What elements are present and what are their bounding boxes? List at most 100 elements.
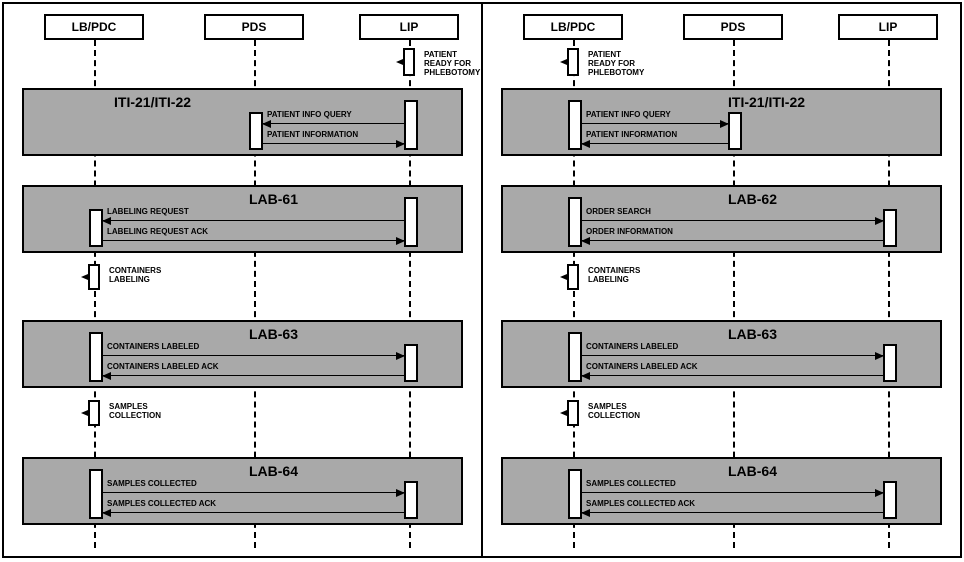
frame-label: LAB-64	[728, 463, 777, 479]
interaction-frame: LAB-63 CONTAINERS LABELED CONTAINERS LABEL…	[22, 320, 463, 388]
message-line	[582, 220, 883, 221]
message-line	[103, 375, 404, 376]
activation-bar	[883, 209, 897, 247]
message: CONTAINERS LABELED	[103, 344, 404, 358]
message: CONTAINERS LABELED ACK	[103, 364, 404, 378]
message-line	[582, 143, 728, 144]
interaction-frame: LAB-64 SAMPLES COLLECTED SAMPLES COLLECTED…	[501, 457, 942, 525]
message-label: SAMPLES COLLECTED ACK	[586, 499, 695, 508]
message: PATIENT INFORMATION	[582, 132, 728, 146]
message: LABELING REQUEST	[103, 209, 404, 223]
self-note: CONTAINERSLABELING	[109, 266, 161, 284]
participant-lip: LIP	[359, 14, 459, 40]
message-label: PATIENT INFORMATION	[267, 130, 358, 139]
message-label: ORDER INFORMATION	[586, 227, 673, 236]
self-activation	[567, 264, 579, 290]
diagram-container: LB/PDC PDS LIP PATIENTREADY FORPHLEBOTOMY IT…	[2, 2, 962, 558]
message: SAMPLES COLLECTED	[582, 481, 883, 495]
right-sequence-pane: LB/PDC PDS LIP PATIENTREADY FORPHLEBOTOMY IT…	[483, 4, 960, 556]
message-line	[103, 240, 404, 241]
message-label: LABELING REQUEST ACK	[107, 227, 208, 236]
arrow-right-icon	[396, 352, 405, 360]
activation-bar	[883, 344, 897, 382]
self-activation	[403, 48, 415, 76]
message-label: ORDER SEARCH	[586, 207, 651, 216]
participant-lip: LIP	[838, 14, 938, 40]
message-label: SAMPLES COLLECTED	[586, 479, 676, 488]
self-note: PATIENTREADY FORPHLEBOTOMY	[424, 50, 480, 77]
message: CONTAINERS LABELED	[582, 344, 883, 358]
frame-label: LAB-64	[249, 463, 298, 479]
message: PATIENT INFO QUERY	[582, 112, 728, 126]
activation-bar	[568, 332, 582, 382]
activation-bar	[568, 197, 582, 247]
message: SAMPLES COLLECTED ACK	[582, 501, 883, 515]
interaction-frame: LAB-62 ORDER SEARCH ORDER INFORMATION	[501, 185, 942, 253]
message-label: PATIENT INFO QUERY	[267, 110, 352, 119]
self-activation	[88, 400, 100, 426]
self-activation	[567, 400, 579, 426]
arrow-right-icon	[875, 217, 884, 225]
arrow-left-icon	[262, 120, 271, 128]
interaction-frame: ITI-21/ITI-22PATIENT INFO QUERYPATIENT I…	[22, 88, 463, 156]
participant-lb-pdc: LB/PDC	[44, 14, 144, 40]
self-arrow-icon	[560, 274, 567, 280]
message-line	[263, 123, 404, 124]
activation-bar	[404, 100, 418, 150]
activation-bar	[883, 481, 897, 519]
message-line	[103, 220, 404, 221]
activation-bar	[249, 112, 263, 150]
arrow-right-icon	[875, 352, 884, 360]
participant-pds: PDS	[683, 14, 783, 40]
frame-label: ITI-21/ITI-22	[728, 94, 805, 110]
message: ORDER INFORMATION	[582, 229, 883, 243]
message-line	[582, 512, 883, 513]
message: SAMPLES COLLECTED	[103, 481, 404, 495]
arrow-right-icon	[396, 489, 405, 497]
message-line	[103, 355, 404, 356]
arrow-left-icon	[102, 509, 111, 517]
interaction-frame: LAB-64 SAMPLES COLLECTED SAMPLES COLLECTED…	[22, 457, 463, 525]
message-line	[582, 375, 883, 376]
message-label: CONTAINERS LABELED ACK	[586, 362, 698, 371]
frame-label: LAB-61	[249, 191, 298, 207]
frame-label: LAB-63	[249, 326, 298, 342]
message: PATIENT INFO QUERY	[263, 112, 404, 126]
message-line	[103, 512, 404, 513]
frame-label: LAB-63	[728, 326, 777, 342]
activation-bar	[89, 209, 103, 247]
message-label: SAMPLES COLLECTED ACK	[107, 499, 216, 508]
self-note: SAMPLESCOLLECTION	[588, 402, 640, 420]
message-line	[103, 492, 404, 493]
activation-bar	[89, 332, 103, 382]
message-line	[582, 355, 883, 356]
arrow-right-icon	[720, 120, 729, 128]
message-label: CONTAINERS LABELED	[107, 342, 199, 351]
message-label: PATIENT INFORMATION	[586, 130, 677, 139]
interaction-frame: LAB-61 LABELING REQUEST LABELING REQUEST A…	[22, 185, 463, 253]
message-label: PATIENT INFO QUERY	[586, 110, 671, 119]
self-note: CONTAINERSLABELING	[588, 266, 640, 284]
interaction-frame: LAB-63 CONTAINERS LABELED CONTAINERS LABEL…	[501, 320, 942, 388]
frame-label: LAB-62	[728, 191, 777, 207]
self-arrow-icon	[560, 59, 567, 65]
self-note: PATIENTREADY FORPHLEBOTOMY	[588, 50, 644, 77]
activation-bar	[404, 344, 418, 382]
activation-bar	[404, 481, 418, 519]
message-label: CONTAINERS LABELED	[586, 342, 678, 351]
arrow-right-icon	[875, 489, 884, 497]
message: SAMPLES COLLECTED ACK	[103, 501, 404, 515]
activation-bar	[568, 100, 582, 150]
message: CONTAINERS LABELED ACK	[582, 364, 883, 378]
arrow-left-icon	[581, 509, 590, 517]
message-label: SAMPLES COLLECTED	[107, 479, 197, 488]
participant-lb-pdc: LB/PDC	[523, 14, 623, 40]
message-line	[263, 143, 404, 144]
self-arrow-icon	[396, 59, 403, 65]
message-line	[582, 240, 883, 241]
activation-bar	[728, 112, 742, 150]
arrow-right-icon	[396, 237, 405, 245]
message: LABELING REQUEST ACK	[103, 229, 404, 243]
activation-bar	[404, 197, 418, 247]
activation-bar	[89, 469, 103, 519]
